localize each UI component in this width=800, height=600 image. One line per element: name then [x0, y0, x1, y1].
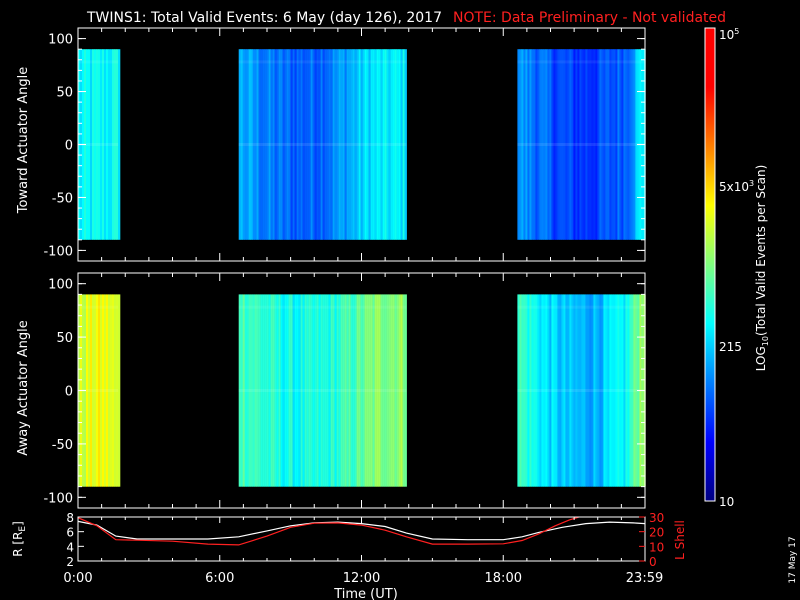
r-ylabel: R [RE] — [11, 521, 28, 557]
away-ylabel: Away Actuator Angle — [16, 320, 31, 455]
colorbar-tick-10: 10 — [719, 495, 734, 509]
away-ytick-label: -100 — [43, 491, 73, 506]
colorbar: 105 5x103 215 10 LOG10(Total Valid Event… — [704, 27, 770, 509]
chart-title: TWINS1: Total Valid Events: 6 May (day 1… — [86, 10, 442, 26]
away-ytick-label: 50 — [56, 331, 73, 346]
x-tick-label: 6:00 — [205, 571, 234, 586]
toward-data-block-3 — [517, 49, 646, 240]
colorbar-gradient — [705, 28, 715, 501]
away-data-block-3 — [517, 294, 646, 487]
r-series-line — [78, 520, 645, 541]
x-tick-label: 0:00 — [63, 571, 92, 586]
lshell-ylabel: L Shell — [673, 520, 687, 560]
toward-ytick-label: 50 — [56, 86, 73, 101]
r-ytick-label: 6 — [66, 526, 74, 540]
x-axis-label: Time (UT) — [333, 587, 398, 600]
away-heatmap-panel: 100 50 0 -50 -100 — [43, 272, 646, 509]
toward-ylabel: Toward Actuator Angle — [16, 67, 31, 214]
lshell-ytick-label: 30 — [649, 511, 664, 525]
lshell-series-line — [78, 517, 579, 546]
x-tick-label: 12:00 — [343, 571, 380, 586]
note-text: NOTE: Data Preliminary - Not validated — [453, 10, 726, 26]
x-tick-label: 23:59 — [626, 571, 663, 586]
away-data-block-2 — [238, 294, 407, 487]
away-ytick-label: 100 — [48, 278, 73, 293]
lshell-ytick-label: 20 — [649, 526, 664, 540]
toward-ytick-label: 0 — [65, 139, 73, 154]
toward-heatmap-panel: 100 50 0 -50 -100 — [43, 27, 646, 262]
r-ytick-label: 2 — [66, 555, 74, 569]
away-data-block-1 — [78, 294, 121, 487]
lshell-ytick-label: 0 — [649, 555, 657, 569]
toward-data-block-2 — [238, 49, 407, 240]
r-ytick-label: 4 — [66, 540, 74, 554]
colorbar-frame — [704, 27, 716, 502]
away-ytick-label: -50 — [52, 438, 73, 453]
toward-ytick-label: -50 — [52, 191, 73, 206]
lshell-ytick-label: 10 — [649, 540, 664, 554]
r-ytick-label: 8 — [66, 511, 74, 525]
colorbar-tick-1e5: 105 — [719, 27, 739, 42]
colorbar-label: LOG10(Total Valid Events per Scan) — [754, 165, 770, 372]
x-tick-label: 18:00 — [485, 571, 522, 586]
colorbar-tick-5e3: 5x103 — [719, 179, 754, 194]
toward-ytick-label: 100 — [48, 33, 73, 48]
colorbar-tick-215: 215 — [719, 340, 742, 354]
away-ytick-label: 0 — [65, 385, 73, 400]
date-stamp: 17 May 17 — [788, 536, 798, 583]
toward-ytick-label: -100 — [43, 244, 73, 259]
